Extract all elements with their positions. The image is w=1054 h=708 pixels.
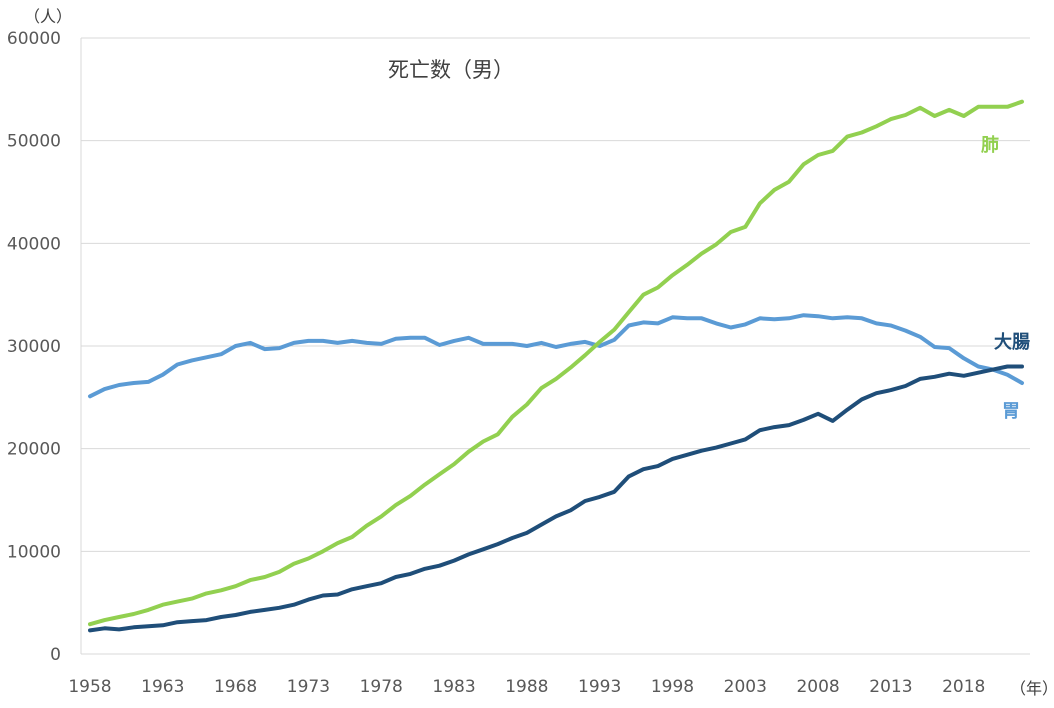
series-label-2: 大腸 (994, 331, 1030, 353)
x-tick-label: 1978 (360, 677, 403, 697)
x-tick-label: 2003 (724, 677, 767, 697)
y-tick-label: 0 (50, 645, 61, 665)
gridlines (81, 37, 1030, 552)
x-tick-label: 1998 (651, 677, 694, 697)
series-label-1: 胃 (1002, 401, 1020, 422)
series-line-0 (88, 99, 1024, 627)
series-line-1 (88, 313, 1024, 399)
x-tick-label: 1963 (141, 677, 184, 697)
x-tick-label: 1973 (287, 677, 330, 697)
x-tick-label: 2008 (796, 677, 839, 697)
y-tick-label: 50000 (7, 132, 61, 152)
x-tick-label: 1988 (505, 677, 548, 697)
x-tick-label: 1983 (432, 677, 475, 697)
y-tick-labels: 0 10000 20000 30000 40000 50000 60000 (7, 29, 61, 665)
x-tick-label: 1958 (68, 677, 111, 697)
y-unit-label: （人） (24, 7, 72, 26)
x-tick-label: 1968 (214, 677, 257, 697)
series-line-2 (88, 364, 1024, 633)
y-tick-label: 20000 (7, 440, 61, 460)
chart-title: 死亡数（男） (388, 58, 514, 82)
x-tick-label: 2018 (942, 677, 985, 697)
y-tick-label: 30000 (7, 337, 61, 357)
x-tick-labels: 1958 1963 1968 1973 1978 1983 1988 1993 1998 2003… (68, 677, 985, 697)
y-tick-label: 60000 (7, 29, 61, 49)
y-tick-label: 40000 (7, 234, 61, 254)
x-unit-label: （年） (1010, 679, 1054, 698)
series-labels: 肺胃 大腸 (981, 135, 1030, 422)
series-label-0: 肺 (981, 135, 999, 156)
y-tick-label: 10000 (7, 542, 61, 562)
series-lines (88, 99, 1024, 633)
x-tick-label: 1993 (578, 677, 621, 697)
x-tick-label: 2013 (869, 677, 912, 697)
